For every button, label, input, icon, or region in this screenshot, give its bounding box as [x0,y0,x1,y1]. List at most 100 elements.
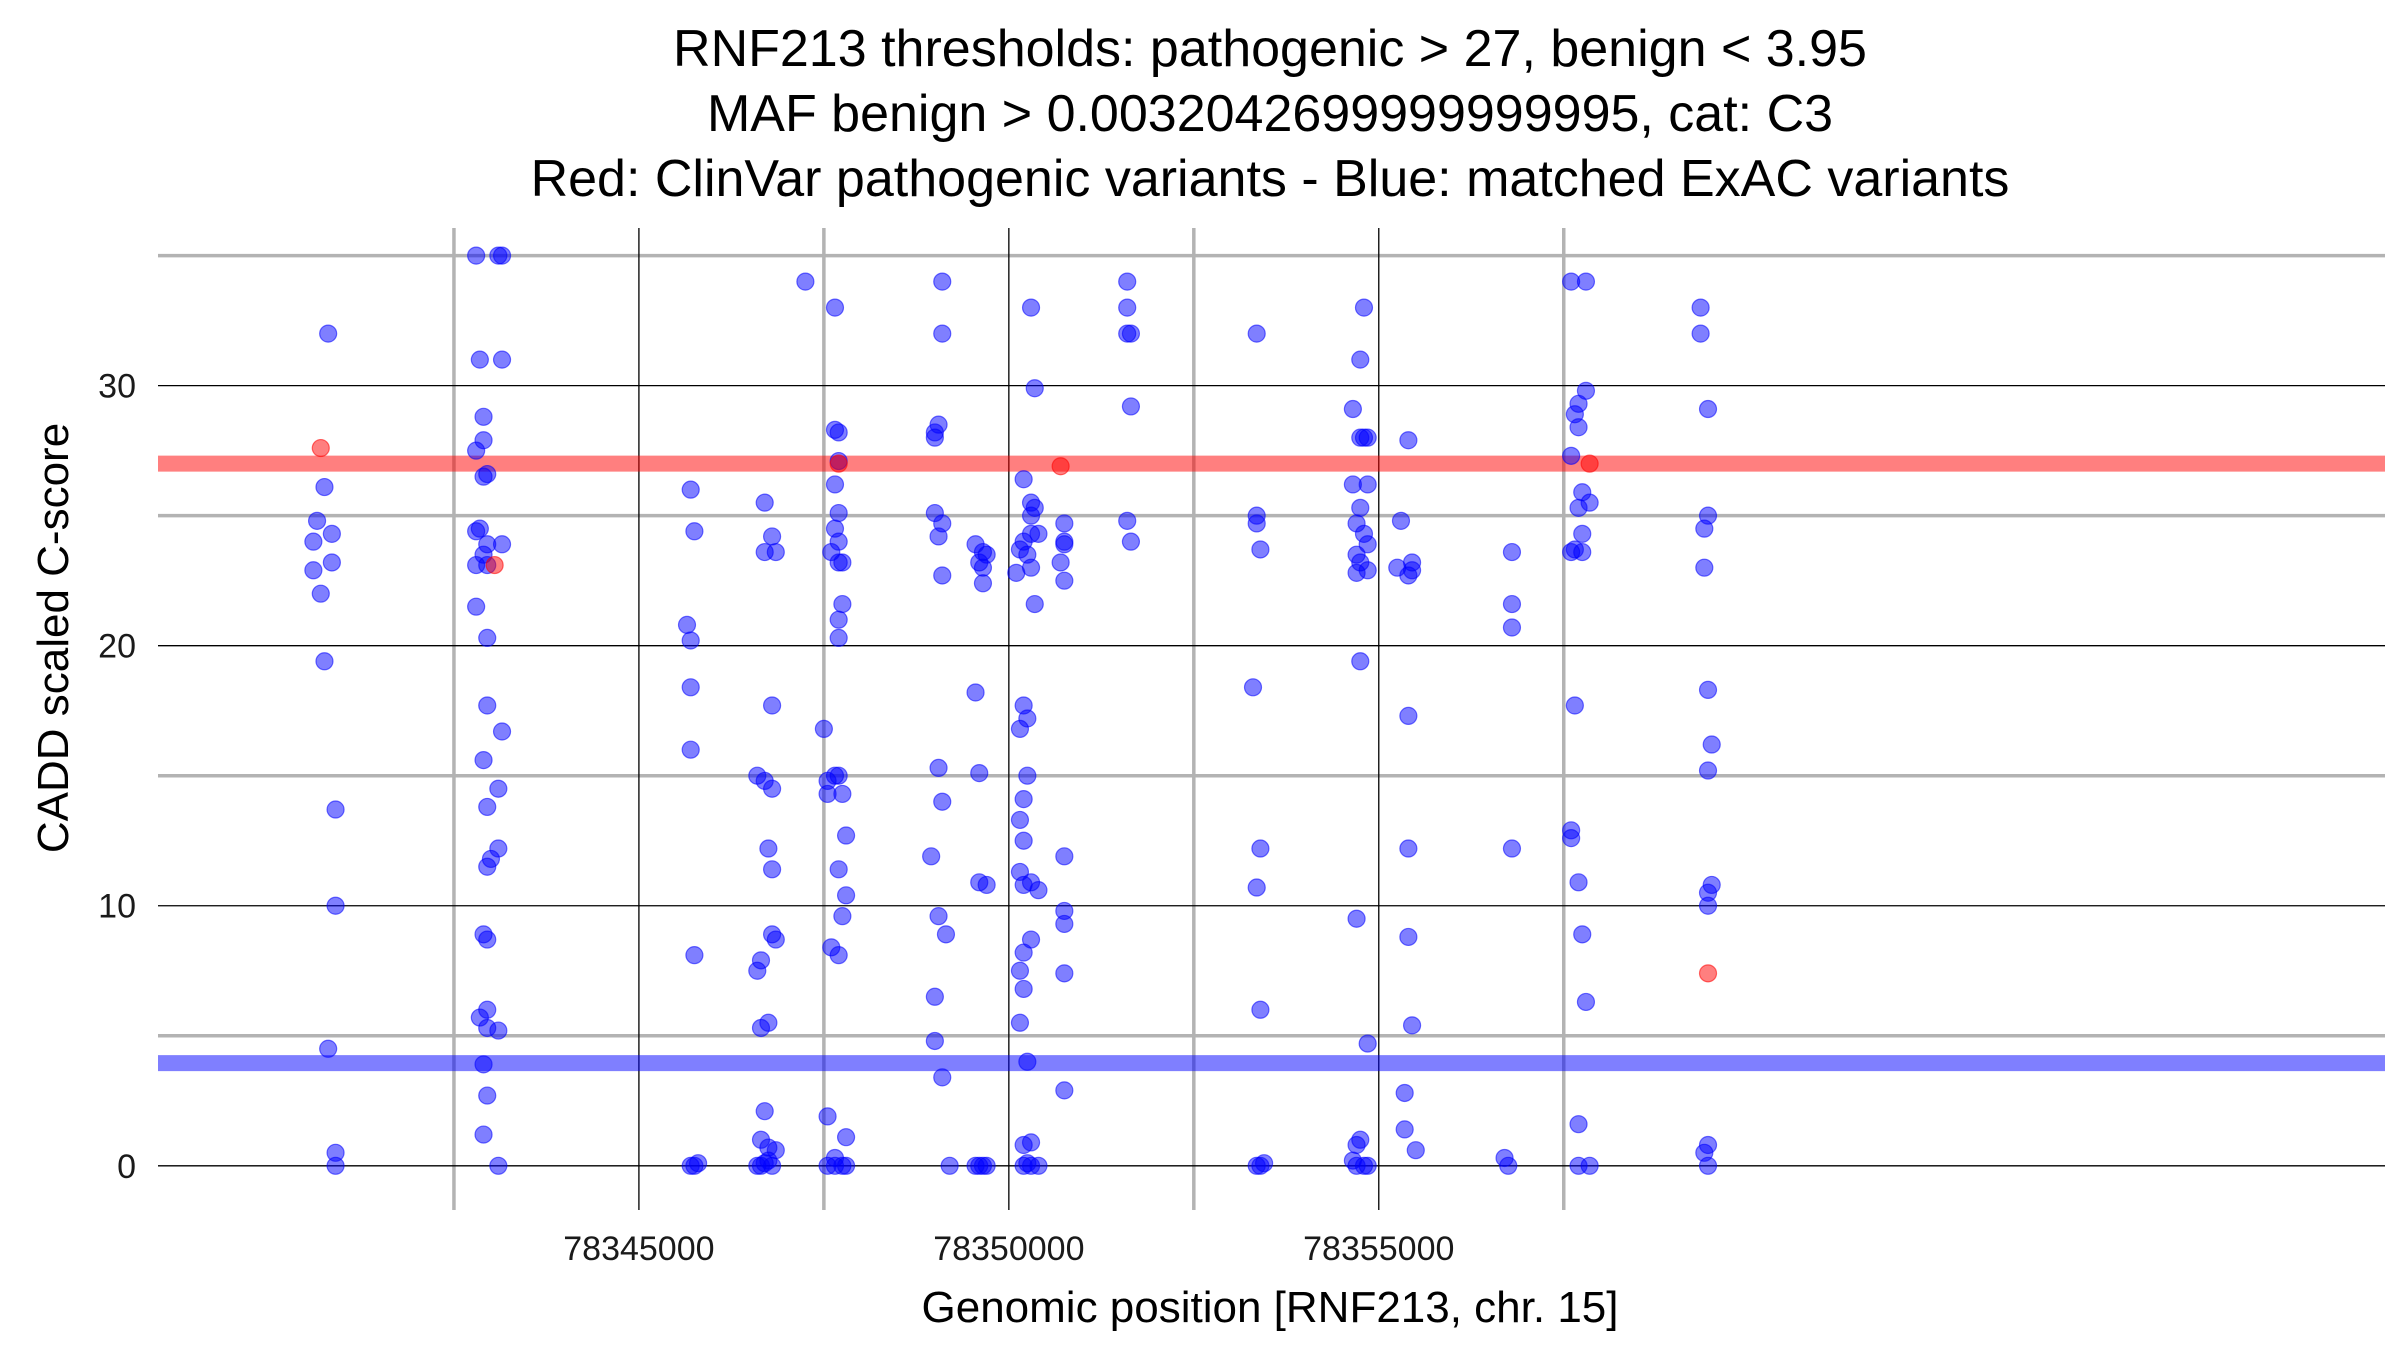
exac-point [470,350,489,369]
exac-point [1358,1034,1377,1053]
exac-point [759,1013,778,1032]
x-tick-label: 78345000 [563,1230,714,1268]
exac-point [1399,431,1418,450]
exac-point [933,566,952,585]
exac-point [1395,1083,1414,1103]
exac-point [1580,1156,1599,1175]
exac-point [1251,839,1270,858]
exac-point [833,553,852,572]
exac-point [1576,272,1596,291]
exac-point [492,722,512,741]
exac-point [925,987,944,1006]
exac-point [1402,1016,1422,1035]
exac-point [1576,381,1596,400]
exac-point [925,1031,944,1051]
clinvar-point [1698,964,1718,983]
exac-point [319,1039,338,1058]
exac-point [1010,810,1030,830]
exac-point [1247,514,1266,533]
exac-point [1351,498,1370,517]
exac-point [1014,979,1033,999]
exac-point [311,584,330,603]
exac-point [1569,418,1588,437]
exac-point [681,631,700,650]
threshold-lines [158,455,2385,1072]
exac-point [762,860,782,879]
exac-point [1391,511,1411,530]
exac-point [1014,470,1033,489]
exac-point [1055,514,1074,533]
exac-point [1580,493,1599,512]
exac-point [322,553,341,572]
exac-point [1502,542,1522,562]
exac-point [1010,719,1030,739]
exac-point [1358,1156,1377,1175]
exac-point [489,839,508,858]
x-tick-label: 78350000 [933,1230,1084,1268]
exac-point [933,1068,952,1087]
exac-point [1573,925,1592,944]
exac-point [1695,558,1714,577]
exac-point [474,1125,493,1144]
exac-point [966,683,985,702]
exac-point [829,423,848,442]
exac-point [966,1156,985,1175]
exac-point [685,946,704,965]
exac-point [1021,506,1041,525]
exac-point [1499,1156,1518,1175]
exac-point [1010,1013,1030,1032]
exac-point [1562,446,1581,465]
exac-point [922,847,941,866]
exac-point [1247,324,1266,343]
exac-point [307,511,327,530]
exac-point [478,464,497,484]
exac-point [1354,298,1374,317]
exac-point [489,779,508,798]
exac-point [470,519,489,538]
exac-point [1502,594,1522,614]
exac-point [478,1000,497,1019]
exac-point [1351,350,1370,369]
exac-point [326,896,345,915]
y-tick-label: 0 [117,1148,136,1186]
exac-point [1255,1154,1274,1173]
exac-point [766,930,785,949]
exac-point [467,441,486,460]
exac-point [492,350,512,369]
exac-point [818,784,837,804]
y-tick-label: 20 [98,628,136,666]
exac-point [1251,540,1270,559]
chart-title-line-3: Red: ClinVar pathogenic variants - Blue:… [531,150,2010,208]
exac-point [1055,914,1074,934]
minor-gridlines [158,228,2385,1210]
exac-point [681,740,700,759]
exac-point [1698,1156,1718,1175]
exac-point [1121,324,1141,343]
exac-point [833,594,852,614]
exac-point [1351,1130,1370,1149]
exac-point [762,527,782,546]
exac-point [825,298,845,317]
exac-point [1243,678,1263,697]
clinvar-point [311,438,330,458]
clinvar-point [1580,454,1599,473]
exac-point [836,1128,856,1147]
y-axis-title: CADD scaled C-score [29,423,78,853]
exac-point [492,246,512,265]
exac-point [1702,875,1721,895]
exac-point [492,535,512,554]
x-axis-title: Genomic position [RNF213, chr. 15] [922,1283,1619,1332]
exac-point [326,800,345,819]
exac-point [1573,542,1592,562]
exac-point [836,1156,856,1175]
exac-point [936,925,956,944]
exac-point [1702,735,1721,754]
x-tick-label: 78355000 [1303,1230,1454,1268]
exac-point [1007,563,1026,582]
exac-point [1055,847,1074,866]
exac-point [478,857,497,876]
exac-point [1343,399,1362,419]
exac-point [977,875,996,895]
exac-point [1573,524,1592,543]
exac-point [1406,1141,1425,1160]
